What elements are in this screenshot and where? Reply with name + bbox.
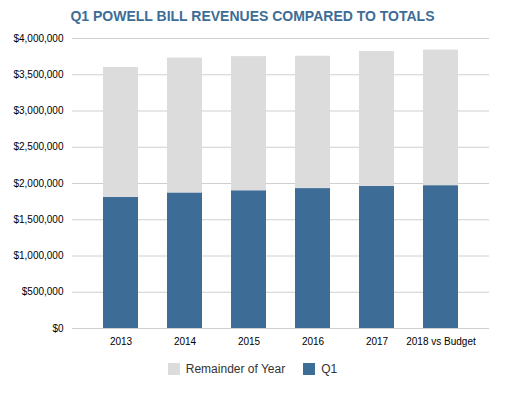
svg-text:$3,000,000: $3,000,000 xyxy=(13,105,63,116)
svg-text:2018 vs Budget: 2018 vs Budget xyxy=(406,336,476,347)
svg-text:$2,500,000: $2,500,000 xyxy=(13,141,63,152)
svg-text:2016: 2016 xyxy=(302,336,325,347)
svg-text:$2,000,000: $2,000,000 xyxy=(13,178,63,189)
svg-text:$4,000,000: $4,000,000 xyxy=(13,33,63,44)
svg-text:2015: 2015 xyxy=(238,336,261,347)
svg-text:$1,000,000: $1,000,000 xyxy=(13,250,63,261)
svg-text:2017: 2017 xyxy=(366,336,389,347)
svg-text:2013: 2013 xyxy=(110,336,133,347)
svg-text:$0: $0 xyxy=(52,323,64,334)
html-text:Q1 POWELL BILL REVENUES COMPAR: Q1 POWELL BILL REVENUES COMPARED TO TOTA… xyxy=(70,8,435,24)
html-text:Q1: Q1 xyxy=(321,362,338,376)
svg-text:$3,500,000: $3,500,000 xyxy=(13,69,63,80)
svg-text:$500,000: $500,000 xyxy=(22,286,64,297)
html-text:Remainder of Year: Remainder of Year xyxy=(185,362,286,376)
svg-text:$1,500,000: $1,500,000 xyxy=(13,214,63,225)
svg-text:2014: 2014 xyxy=(174,336,197,347)
